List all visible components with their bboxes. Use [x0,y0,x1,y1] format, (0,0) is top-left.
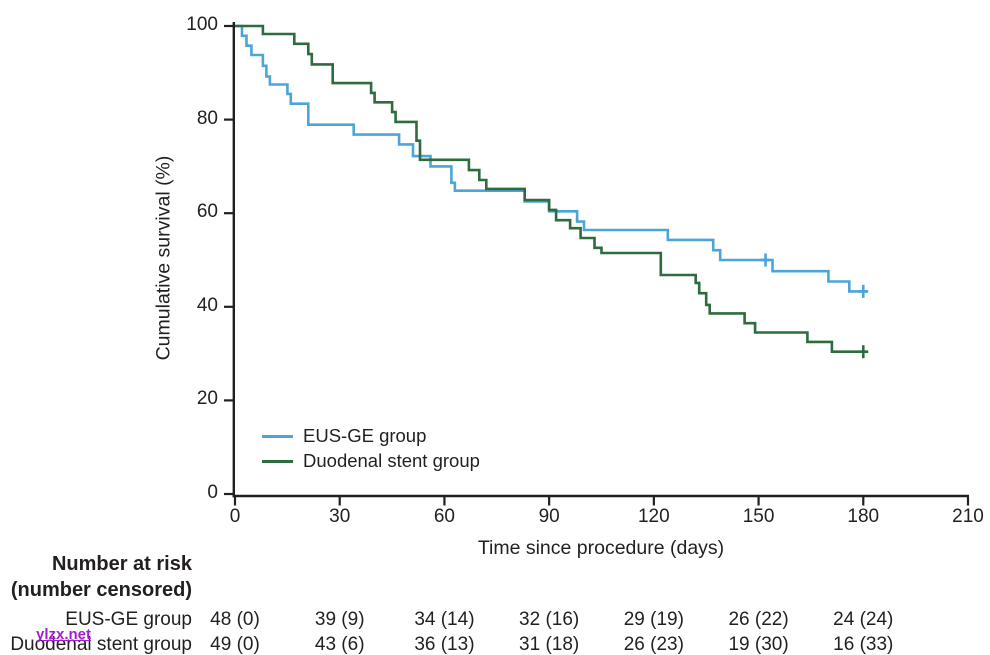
risk-value: 16 (33) [833,634,894,655]
legend-label: Duodenal stent group [303,450,480,472]
risk-value: 36 (13) [414,634,475,655]
risk-row-label-duodenal-stent-group: Duodenal stent group [10,634,192,655]
x-tick-label: 90 [538,506,560,527]
x-axis-title: Time since procedure (days) [477,537,725,559]
x-tick-label: 0 [229,506,241,527]
risk-row-label-eus-ge-group: EUS-GE group [65,609,192,630]
y-tick-label: 20 [196,388,218,410]
x-tick-label: 30 [329,506,351,527]
risk-value: 48 (0) [210,609,260,630]
y-tick-label: 60 [196,201,218,223]
legend-label: EUS-GE group [303,425,427,447]
y-axis-title: Cumulative survival (%) [152,155,175,361]
x-tick-label: 180 [847,506,880,527]
risk-value: 49 (0) [210,634,260,655]
risk-value: 34 (14) [414,609,475,630]
y-tick-label: 80 [196,107,218,129]
x-tick-label: 60 [433,506,455,527]
risk-value: 29 (19) [623,609,684,630]
y-tick-label: 40 [196,294,218,316]
survival-curve-eus-ge-group [235,24,867,293]
watermark: ylzx.net [36,626,92,643]
risk-value: 32 (16) [519,609,580,630]
risk-value: 31 (18) [519,634,580,655]
x-tick-label: 120 [637,506,670,527]
legend: EUS-GE group Duodenal stent group [262,424,480,474]
km-plot-svg [224,22,970,506]
risk-table-title-line1: Number at risk [51,553,192,575]
risk-value: 24 (24) [833,609,894,630]
risk-value: 26 (23) [623,634,684,655]
risk-value: 39 (9) [314,609,365,630]
legend-line-icon [262,435,293,438]
legend-item-duodenal-stent-group: Duodenal stent group [262,449,480,474]
survival-curve-duodenal-stent-group [235,24,867,353]
legend-item-eus-ge-group: EUS-GE group [262,424,480,449]
risk-value: 26 (22) [728,609,789,630]
x-tick-label: 150 [742,506,775,527]
y-tick-label: 0 [207,482,218,503]
legend-line-icon [262,460,293,463]
risk-value: 19 (30) [728,634,789,655]
risk-table-title-line2: (number censored) [10,579,192,601]
risk-value: 43 (6) [314,634,365,655]
y-tick-label: 100 [186,14,218,35]
x-tick-label: 210 [952,506,984,527]
